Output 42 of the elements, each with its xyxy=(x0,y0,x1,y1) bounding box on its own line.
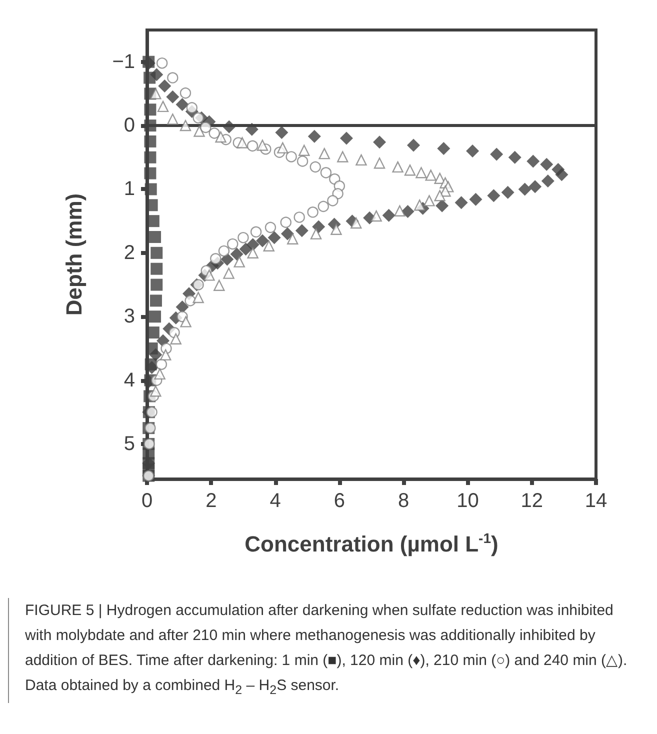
point xyxy=(146,406,158,418)
point xyxy=(144,104,156,116)
point xyxy=(192,279,204,290)
x-tick-label: 0 xyxy=(141,490,153,512)
x-tick-label: 6 xyxy=(334,490,345,512)
point xyxy=(144,183,157,196)
point xyxy=(144,135,156,148)
x-tick-label: 10 xyxy=(456,490,479,512)
point xyxy=(204,270,215,281)
y-axis-title: Depth (mm) xyxy=(62,193,86,316)
caption: FIGURE 5 | Hydrogen accumulation after darkening when sulfate reduction was inhibited with molybdate and after 210 min where methanogenesis was additionally inhibited by addition of BES. Time after darkening: 1 min (■), 120 min (♦), 210 min (○) and 240 min (△). Data obtained by a combined H$_{2}$ – H$_{2}$S sensor. xyxy=(8,598,649,703)
point xyxy=(154,368,166,380)
point xyxy=(256,140,268,151)
point xyxy=(150,278,163,291)
y-tick-label: 3 xyxy=(124,306,135,328)
point xyxy=(414,200,426,211)
y-tick-label: 5 xyxy=(124,432,135,455)
y-tick-label: 1 xyxy=(124,178,135,200)
x-tick-label: 12 xyxy=(520,490,543,512)
point xyxy=(236,137,248,148)
y-tick-label: 2 xyxy=(124,242,135,264)
point xyxy=(192,112,204,124)
x-tick-label: 2 xyxy=(206,490,217,512)
point xyxy=(180,120,192,132)
point xyxy=(150,246,163,259)
x-tick-label: 8 xyxy=(398,490,410,512)
point xyxy=(186,102,198,114)
y-tick-label: 4 xyxy=(124,369,135,392)
point xyxy=(150,294,162,307)
point xyxy=(149,310,162,323)
point xyxy=(144,167,156,180)
point xyxy=(277,142,288,154)
x-tick-label: 14 xyxy=(584,490,608,512)
point xyxy=(150,262,163,275)
y-tick-label: −1 xyxy=(112,50,135,73)
point xyxy=(150,386,162,397)
point xyxy=(215,131,226,143)
y-tick-label: 0 xyxy=(124,114,135,137)
point xyxy=(150,88,162,100)
point xyxy=(149,230,162,243)
x-tick-label: 4 xyxy=(270,490,281,512)
point xyxy=(144,151,156,164)
